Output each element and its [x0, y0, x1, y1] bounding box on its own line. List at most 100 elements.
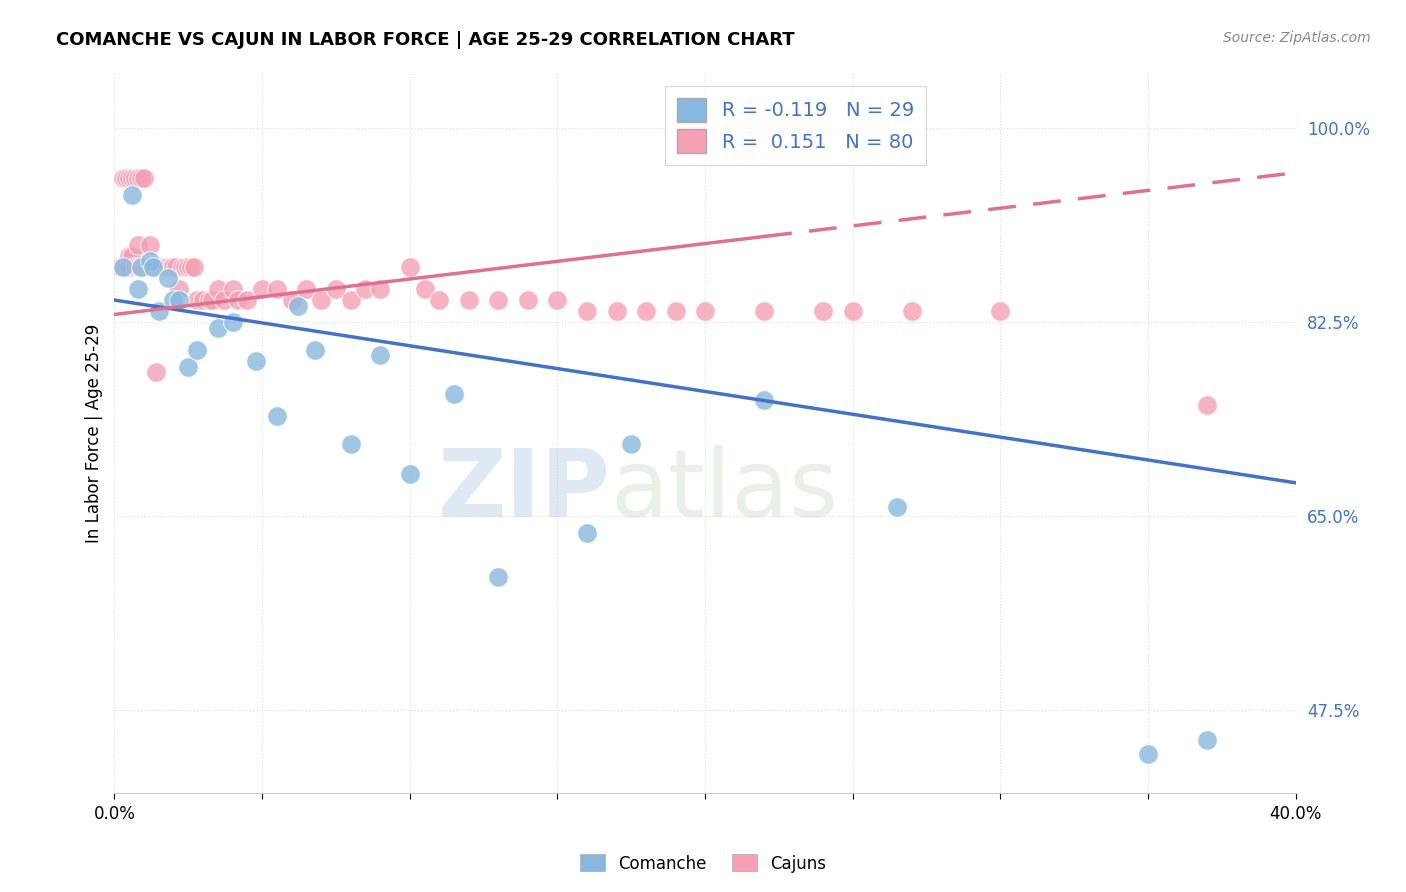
Point	[156, 260, 179, 274]
Point	[121, 249, 143, 263]
Point	[236, 293, 259, 307]
Point	[183, 260, 205, 274]
Point	[156, 271, 179, 285]
Point	[457, 293, 479, 307]
Point	[368, 282, 391, 296]
Point	[142, 260, 165, 274]
Point	[124, 171, 146, 186]
Point	[115, 260, 138, 274]
Point	[156, 260, 179, 274]
Point	[575, 304, 598, 318]
Point	[118, 249, 141, 263]
Point	[354, 282, 377, 296]
Point	[304, 343, 326, 357]
Point	[605, 304, 627, 318]
Point	[118, 260, 141, 274]
Point	[634, 304, 657, 318]
Point	[266, 282, 288, 296]
Point	[339, 293, 361, 307]
Point	[153, 260, 176, 274]
Point	[142, 260, 165, 274]
Point	[174, 260, 197, 274]
Point	[121, 187, 143, 202]
Point	[325, 282, 347, 296]
Point	[177, 260, 200, 274]
Point	[990, 304, 1012, 318]
Point	[221, 315, 243, 329]
Point	[693, 304, 716, 318]
Point	[145, 365, 167, 379]
Point	[191, 293, 214, 307]
Point	[664, 304, 686, 318]
Point	[309, 293, 332, 307]
Point	[135, 260, 157, 274]
Point	[112, 260, 135, 274]
Point	[212, 293, 235, 307]
Point	[124, 260, 146, 274]
Point	[127, 171, 149, 186]
Point	[129, 260, 152, 274]
Legend: R = -0.119   N = 29, R =  0.151   N = 80: R = -0.119 N = 29, R = 0.151 N = 80	[665, 87, 925, 165]
Text: Source: ZipAtlas.com: Source: ZipAtlas.com	[1223, 31, 1371, 45]
Y-axis label: In Labor Force | Age 25-29: In Labor Force | Age 25-29	[86, 324, 103, 542]
Point	[139, 254, 162, 268]
Point	[169, 293, 191, 307]
Point	[516, 293, 538, 307]
Point	[886, 500, 908, 515]
Point	[129, 260, 152, 274]
Point	[339, 437, 361, 451]
Point	[135, 260, 157, 274]
Point	[266, 409, 288, 424]
Point	[148, 304, 170, 318]
Point	[221, 282, 243, 296]
Point	[132, 260, 155, 274]
Point	[172, 260, 194, 274]
Point	[901, 304, 924, 318]
Point	[295, 282, 318, 296]
Point	[186, 343, 208, 357]
Point	[127, 260, 149, 274]
Point	[207, 320, 229, 334]
Point	[127, 237, 149, 252]
Point	[575, 525, 598, 540]
Legend: Comanche, Cajuns: Comanche, Cajuns	[574, 847, 832, 880]
Point	[754, 392, 776, 407]
Point	[150, 260, 173, 274]
Point	[115, 171, 138, 186]
Point	[228, 293, 250, 307]
Point	[1197, 732, 1219, 747]
Point	[1197, 398, 1219, 412]
Point	[112, 260, 135, 274]
Point	[398, 467, 420, 481]
Point	[139, 237, 162, 252]
Text: COMANCHE VS CAJUN IN LABOR FORCE | AGE 25-29 CORRELATION CHART: COMANCHE VS CAJUN IN LABOR FORCE | AGE 2…	[56, 31, 794, 49]
Point	[169, 282, 191, 296]
Point	[129, 260, 152, 274]
Point	[127, 282, 149, 296]
Point	[813, 304, 835, 318]
Point	[129, 171, 152, 186]
Point	[207, 282, 229, 296]
Point	[620, 437, 643, 451]
Point	[398, 260, 420, 274]
Point	[118, 171, 141, 186]
Text: ZIP: ZIP	[437, 444, 610, 537]
Point	[112, 171, 135, 186]
Point	[842, 304, 865, 318]
Point	[132, 171, 155, 186]
Point	[486, 293, 509, 307]
Point	[139, 260, 162, 274]
Text: atlas: atlas	[610, 444, 839, 537]
Point	[486, 570, 509, 584]
Point	[754, 304, 776, 318]
Point	[180, 260, 202, 274]
Point	[413, 282, 436, 296]
Point	[162, 260, 184, 274]
Point	[1137, 747, 1160, 762]
Point	[162, 293, 184, 307]
Point	[159, 260, 181, 274]
Point	[427, 293, 450, 307]
Point	[250, 282, 273, 296]
Point	[443, 387, 465, 401]
Point	[177, 359, 200, 374]
